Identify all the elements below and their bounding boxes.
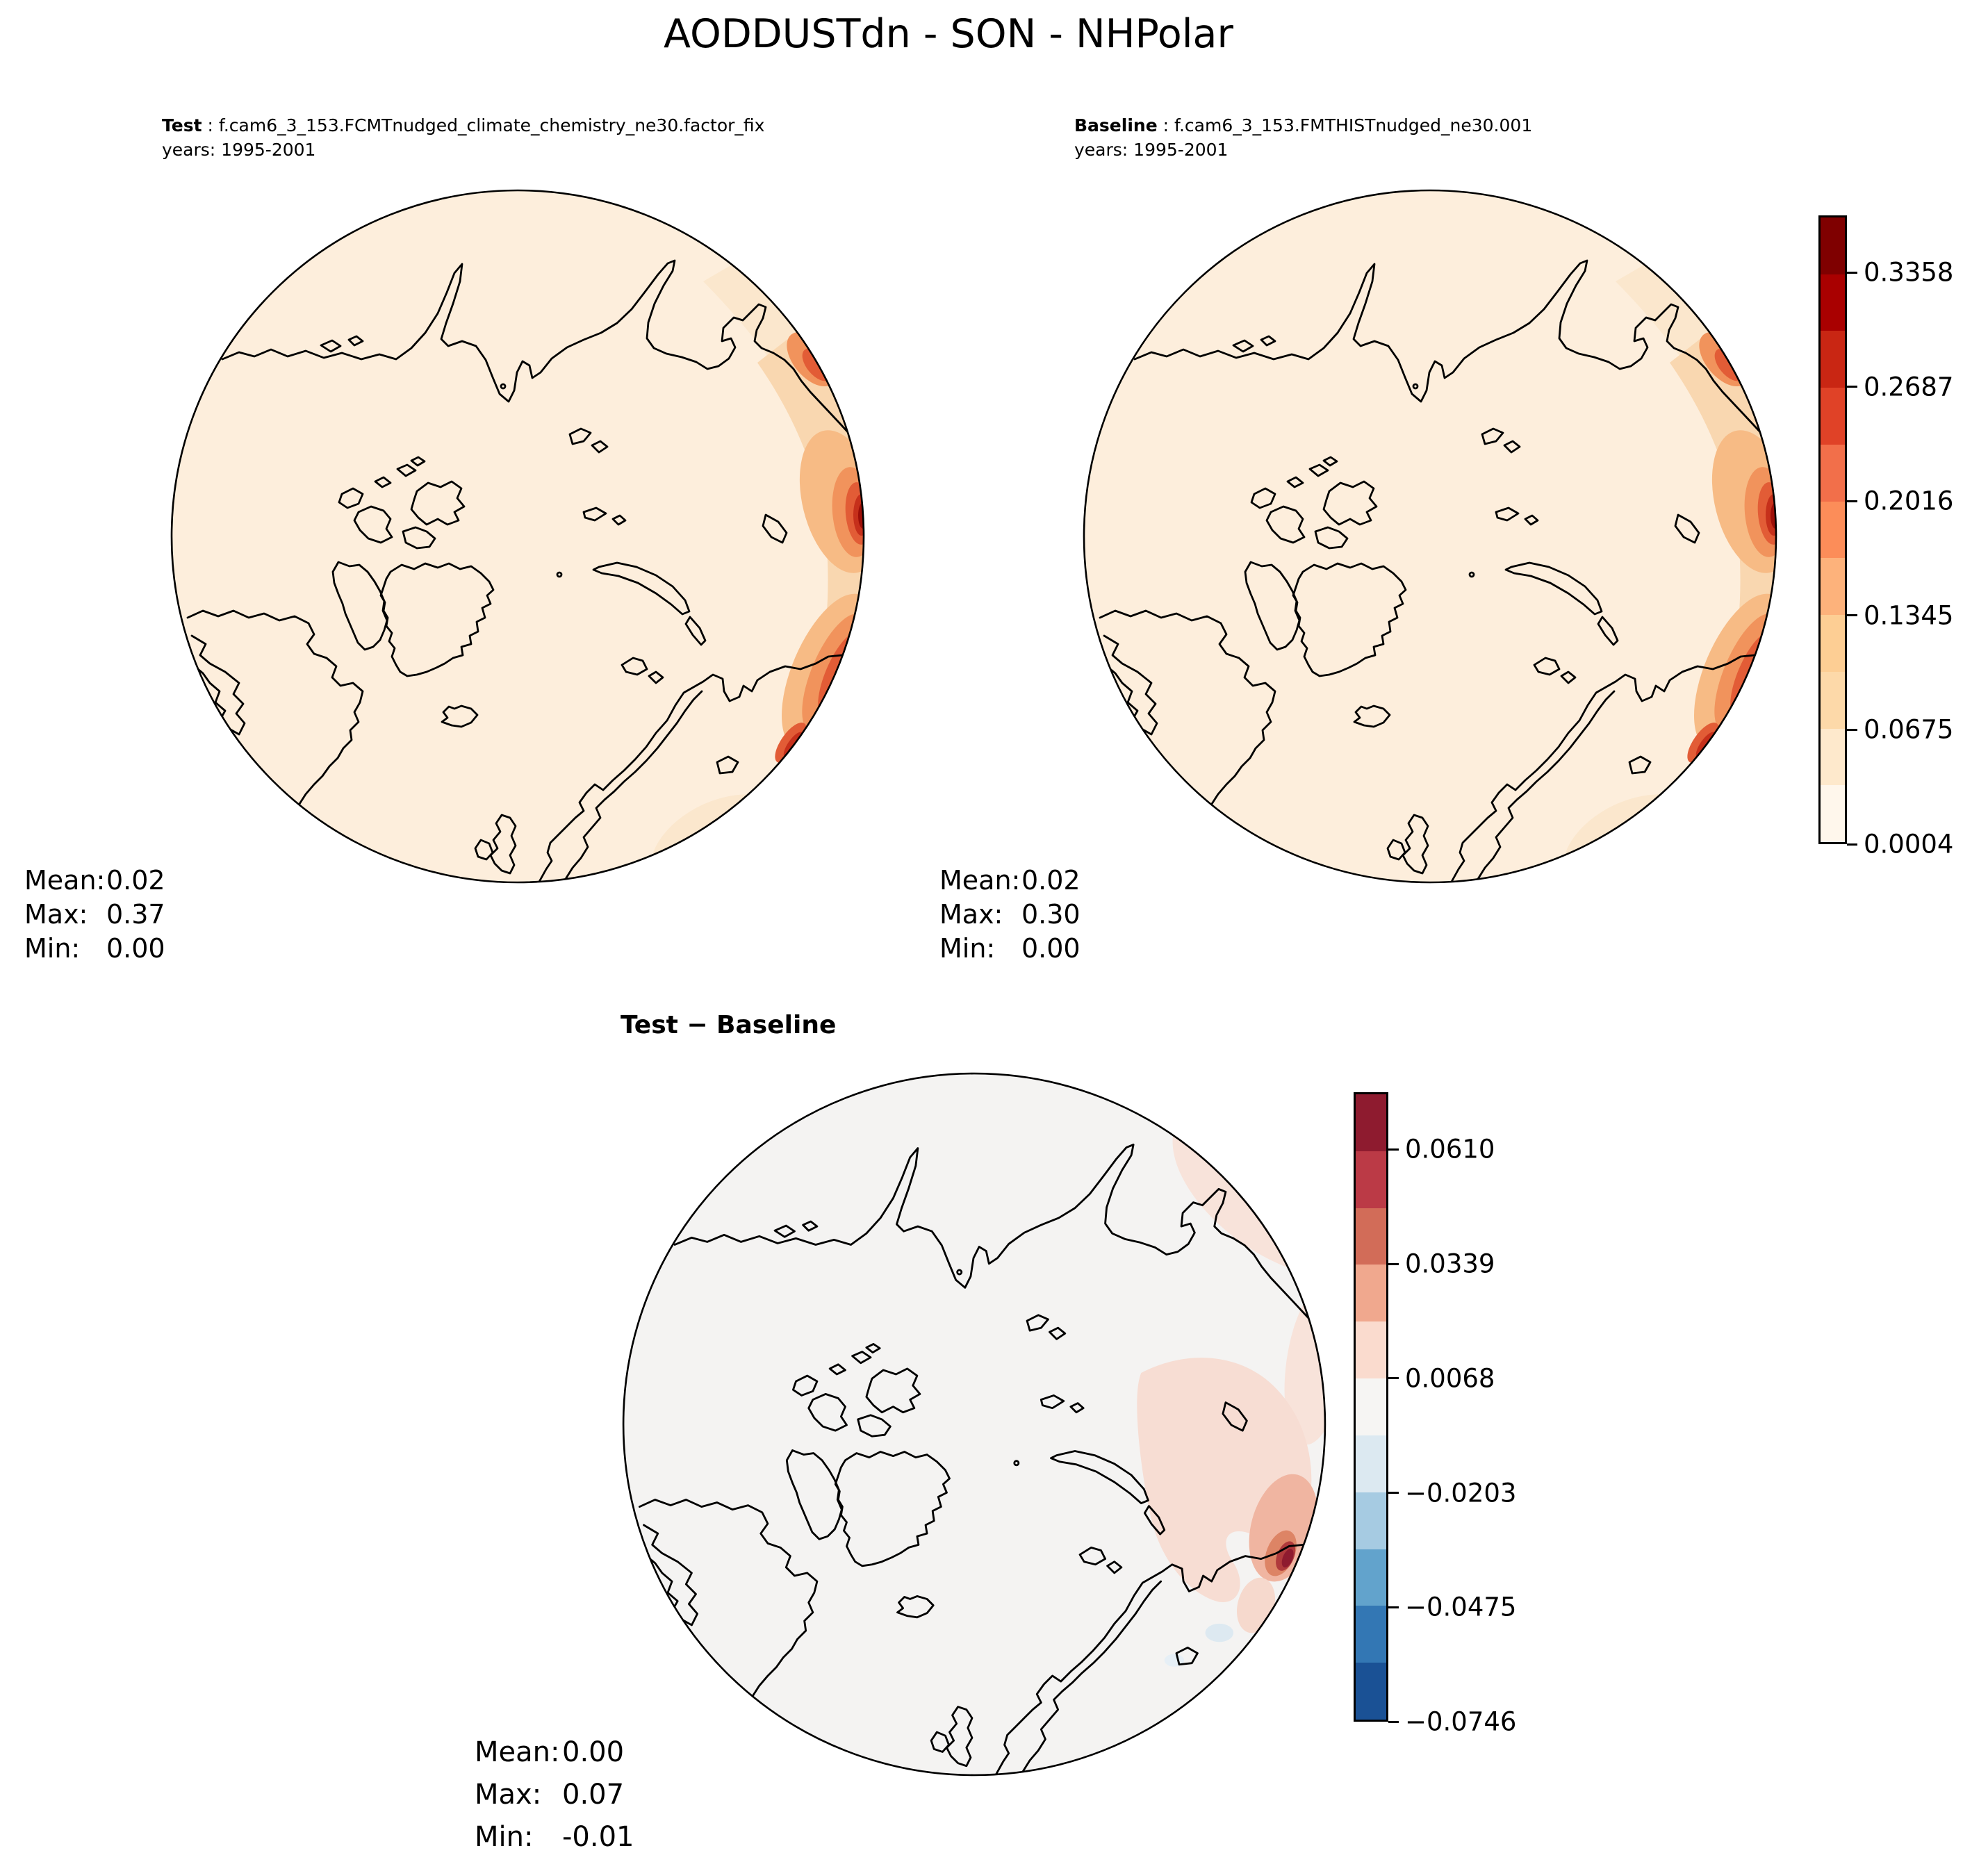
colorbar-tick [1388,1262,1399,1265]
colorbar-segment [1821,728,1845,786]
stat-label: Min: [475,1821,534,1853]
figure-title: AODDUSTdn - SON - NHPolar [664,11,1233,57]
colorbar-segment [1821,274,1845,331]
colorbar-segment [1821,785,1845,843]
colorbar-tick-label: 0.0004 [1864,829,1954,859]
colorbar-segment [1821,388,1845,445]
colorbar-tick-label: −0.0475 [1405,1592,1517,1622]
test-label: Test [162,115,202,135]
colorbar-tick-label: 0.1345 [1864,600,1954,631]
colorbar-segment [1821,615,1845,672]
test-subtitle: Test : f.cam6_3_153.FCMTnudged_climate_c… [162,113,764,162]
colorbar-segment [1356,1549,1386,1606]
colorbar-tick [1847,728,1857,731]
colorbar-tick-label: 0.0610 [1405,1134,1495,1164]
test-years: years: 1995-2001 [162,140,316,160]
stat-value: 0.02 [106,865,165,896]
baseline-label: Baseline [1074,115,1158,135]
stat-value: 0.07 [562,1779,625,1811]
colorbar-tick [1847,386,1857,388]
colorbar-tick [1847,500,1857,502]
colorbar-segment [1821,558,1845,616]
stat-value: 0.30 [1021,899,1081,930]
colorbar-difference: 0.0610 0.0339 0.0068 −0.0203 −0.0475 −0.0746 [1354,1092,1516,1737]
stat-row: Mean:0.02 [939,864,1081,898]
colorbar-segment [1821,671,1845,729]
stat-label: Mean: [475,1736,560,1768]
baseline-dataset: f.cam6_3_153.FMTHISTnudged_ne30.001 [1174,115,1533,135]
stat-row: Max: 0.37 [24,898,165,932]
stat-row: Min: 0.00 [939,932,1081,966]
baseline-subtitle: Baseline : f.cam6_3_153.FMTHISTnudged_ne… [1074,113,1532,162]
stat-label: Max: [24,899,88,930]
colorbar-absolute-body [1818,215,1847,844]
stat-row: Max: 0.07 [475,1774,634,1816]
colorbar-tick-label: −0.0746 [1405,1706,1517,1737]
colorbar-tick-label: 0.0675 [1864,714,1954,745]
colorbar-tick [1388,1148,1399,1151]
colorbar-tick [1847,271,1857,274]
stat-label: Max: [475,1779,542,1811]
stat-row: Max: 0.30 [939,898,1081,932]
test-separator: : [202,115,219,135]
difference-stats: Mean:0.00 Max: 0.07 Min: -0.01 [475,1731,634,1853]
colorbar-segment [1356,1606,1386,1663]
colorbar-tick-label: 0.2687 [1864,372,1954,402]
map-difference [622,1072,1326,1777]
colorbar-segment [1821,217,1845,274]
colorbar-segment [1356,1265,1386,1322]
test-dataset: f.cam6_3_153.FCMTnudged_climate_chemistr… [218,115,765,135]
colorbar-tick [1388,1377,1399,1380]
stat-row: Min: 0.00 [24,932,165,966]
stat-value: 0.00 [106,933,165,964]
colorbar-segment [1356,1663,1386,1720]
colorbar-tick [1388,1492,1399,1494]
colorbar-difference-body [1354,1092,1388,1722]
colorbar-tick [1388,1720,1399,1723]
colorbar-tick [1847,614,1857,617]
baseline-years: years: 1995-2001 [1074,140,1229,160]
baseline-separator: : [1157,115,1174,135]
map-test [170,189,865,884]
stat-value: -0.01 [562,1821,634,1853]
colorbar-tick-label: 0.3358 [1864,257,1954,288]
test-subtitle-line1: Test : f.cam6_3_153.FCMTnudged_climate_c… [162,113,764,138]
colorbar-tick-label: 0.2016 [1864,486,1954,516]
stat-value: 0.37 [106,899,165,930]
colorbar-segment [1356,1435,1386,1492]
colorbar-segment [1821,501,1845,559]
stat-row: Mean:0.00 [475,1731,634,1774]
map-baseline [1083,189,1777,884]
stat-value: 0.00 [562,1736,625,1768]
colorbar-segment [1356,1094,1386,1151]
stat-label: Max: [939,899,1003,930]
colorbar-absolute: 0.3358 0.2687 0.2016 0.1345 0.0675 0.0004 [1818,215,1953,859]
colorbar-tick [1847,843,1857,846]
colorbar-segment [1356,1492,1386,1549]
colorbar-tick [1388,1606,1399,1608]
stat-label: Mean: [24,865,106,896]
colorbar-segment [1821,444,1845,502]
colorbar-segment [1356,1208,1386,1265]
stat-value: 0.02 [1021,865,1081,896]
colorbar-segment [1356,1321,1386,1379]
baseline-stats: Mean:0.02 Max: 0.30 Min: 0.00 [939,864,1081,966]
stat-value: 0.00 [1021,933,1081,964]
colorbar-tick-label: 0.0068 [1405,1363,1495,1394]
stat-label: Min: [24,933,81,964]
stat-row: Min: -0.01 [475,1816,634,1853]
colorbar-segment [1356,1378,1386,1435]
colorbar-tick-label: 0.0339 [1405,1249,1495,1279]
stat-label: Mean: [939,865,1021,896]
colorbar-segment [1356,1151,1386,1208]
stat-row: Mean:0.02 [24,864,165,898]
baseline-subtitle-line1: Baseline : f.cam6_3_153.FMTHISTnudged_ne… [1074,113,1532,138]
test-stats: Mean:0.02 Max: 0.37 Min: 0.00 [24,864,165,966]
colorbar-tick-label: −0.0203 [1405,1478,1517,1508]
colorbar-segment [1821,331,1845,388]
difference-title: Test − Baseline [621,1011,837,1039]
stat-label: Min: [939,933,996,964]
